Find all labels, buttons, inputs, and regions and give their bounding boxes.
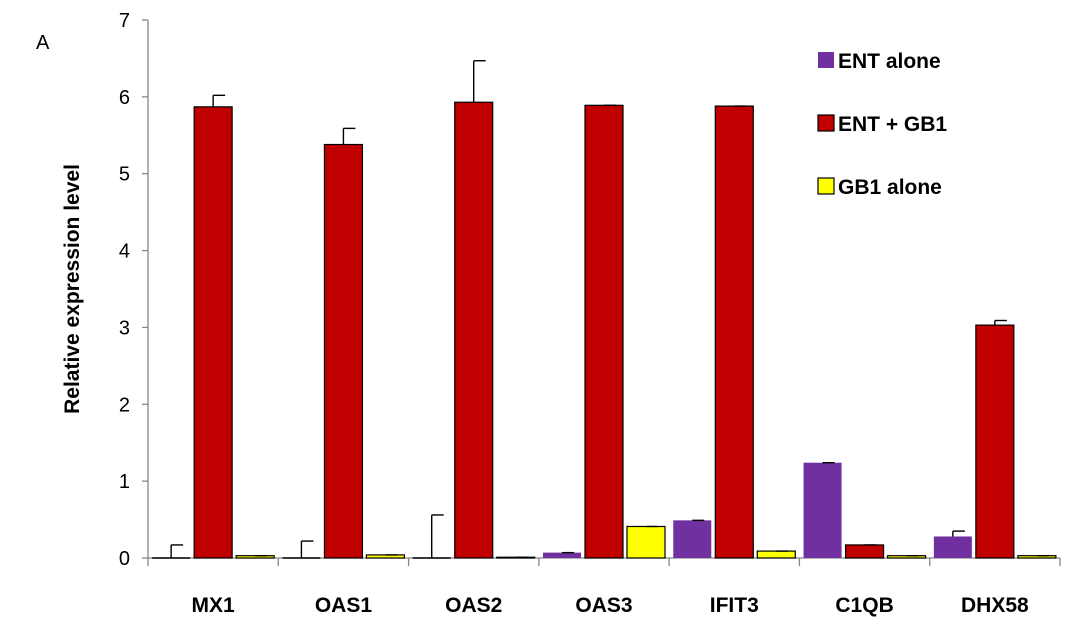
legend-swatch <box>817 177 835 195</box>
bar-ent-gb1 <box>975 324 1015 559</box>
legend-label: ENT + GB1 <box>838 113 947 136</box>
bar-ent-gb1 <box>584 104 624 559</box>
legend-swatch <box>818 52 834 68</box>
y-axis-label: Relative expression level <box>61 164 84 414</box>
y-tick-label: 0 <box>119 548 130 570</box>
x-category-label: DHX58 <box>961 594 1029 617</box>
y-tick-label: 5 <box>119 164 130 186</box>
x-category-label: IFIT3 <box>710 594 759 617</box>
bar-ent-alone <box>933 536 972 558</box>
legend-swatch <box>817 114 835 132</box>
y-tick-label: 3 <box>119 317 130 339</box>
bar-ent-gb1 <box>454 101 494 559</box>
x-category-label: OAS1 <box>315 594 373 617</box>
bar-ent-alone <box>543 552 581 558</box>
x-category-label: OAS3 <box>575 594 632 617</box>
bar-ent-gb1 <box>844 544 885 559</box>
y-tick-label: 4 <box>119 241 130 263</box>
bar-ent-gb1 <box>714 105 754 559</box>
x-category-label: MX1 <box>192 594 236 617</box>
legend-label: ENT alone <box>838 50 941 73</box>
panel-label: A <box>36 32 50 54</box>
bar-ent-alone <box>673 520 712 558</box>
legend-label: GB1 alone <box>838 176 942 199</box>
x-category-label: C1QB <box>835 594 893 617</box>
bar-ent-gb1 <box>323 143 364 559</box>
y-tick-label: 1 <box>119 471 130 493</box>
y-tick-label: 6 <box>119 87 130 109</box>
y-tick-label: 2 <box>119 394 130 416</box>
bar-ent-alone <box>803 462 842 558</box>
y-tick-label: 7 <box>119 10 130 32</box>
bar-gb1-alone <box>756 550 796 559</box>
bar-ent-gb1 <box>193 106 233 559</box>
x-category-label: OAS2 <box>445 594 502 617</box>
bar-gb1-alone <box>626 525 666 559</box>
